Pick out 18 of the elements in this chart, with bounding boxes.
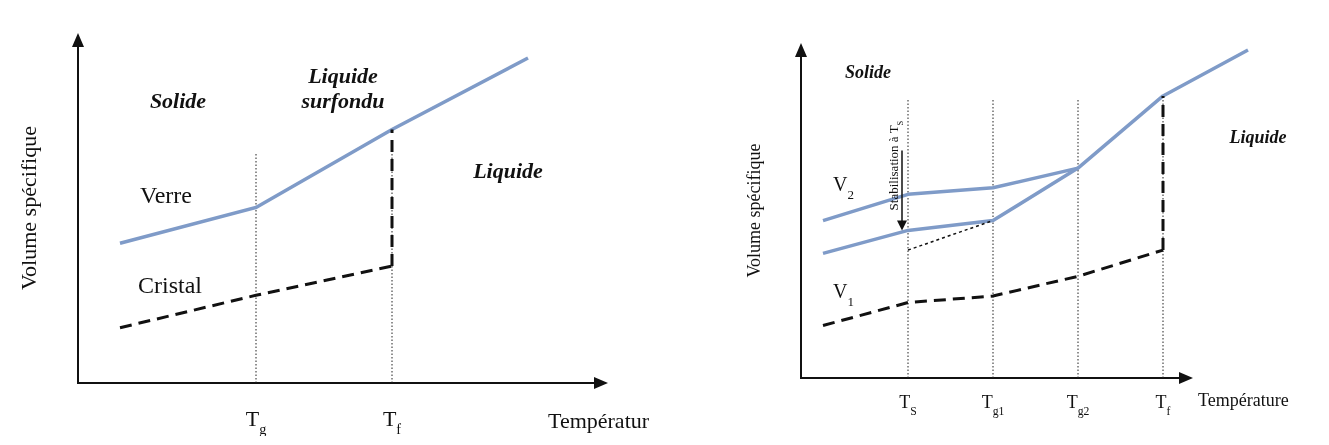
series-label: Cristal bbox=[138, 271, 203, 298]
series-label: V$_{1}$ bbox=[833, 280, 854, 309]
annotation: Liquide surfondu bbox=[300, 63, 385, 114]
annotation: Solide bbox=[844, 62, 892, 82]
x-axis-title: Température bbox=[1198, 390, 1289, 410]
x-tick-label: T$_{S}$ bbox=[899, 392, 917, 418]
y-axis-title: Volume spécifique bbox=[744, 143, 764, 278]
annotation: Liquide bbox=[1228, 127, 1287, 147]
x-tick-label: T$_{g1}$ bbox=[981, 392, 1005, 418]
y-axis-title: Volume spécifique bbox=[16, 126, 41, 290]
series-label: Verre bbox=[140, 182, 192, 209]
x-tick-label: T$_{f}$ bbox=[1155, 392, 1171, 418]
annotation: Liquide bbox=[472, 158, 544, 183]
x-tick-label: T$_{f}$ bbox=[382, 406, 402, 437]
x-tick-label: T$_{g2}$ bbox=[1066, 392, 1090, 418]
annotation: Solide bbox=[149, 88, 207, 113]
series-label: V$_{2}$ bbox=[833, 172, 854, 202]
x-axis-title: Températur bbox=[548, 408, 650, 433]
